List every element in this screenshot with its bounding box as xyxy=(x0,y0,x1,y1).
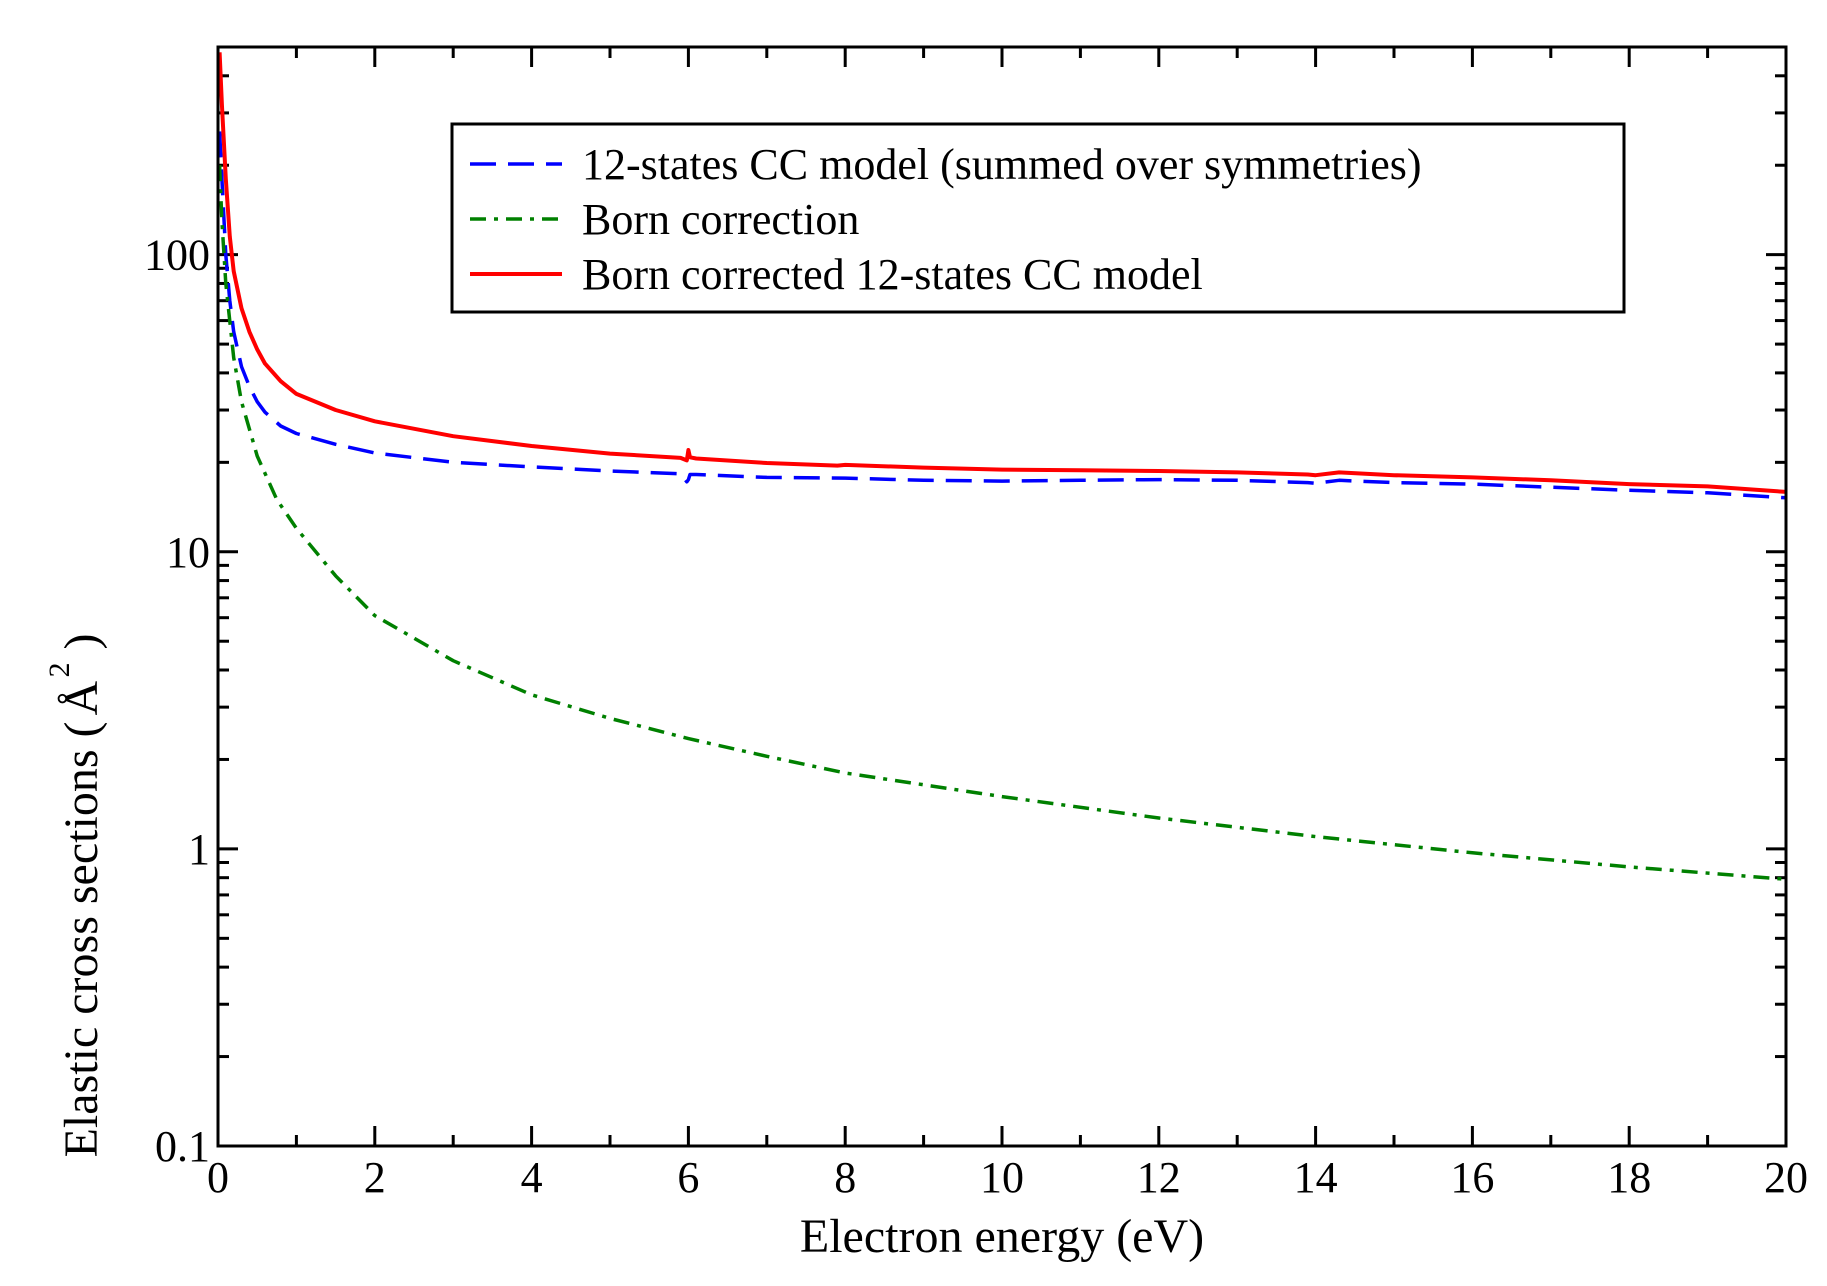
y-axis-title-superscript: 2 xyxy=(43,663,76,678)
y-axis-title-unit: Å xyxy=(55,681,108,716)
x-tick-label: 14 xyxy=(1294,1153,1338,1202)
series-line-1 xyxy=(218,131,1786,500)
x-tick-label: 0 xyxy=(207,1153,229,1202)
legend-box xyxy=(450,122,1626,314)
y-tick-label: 0.1 xyxy=(155,1122,210,1171)
y-axis-title: Elastic cross sections ( Å 2 ) xyxy=(43,634,108,1158)
legend: 12-states CC model (summed over symmetri… xyxy=(450,122,1626,314)
x-tick-label: 12 xyxy=(1137,1153,1181,1202)
y-axis-title-main: Elastic cross sections ( xyxy=(55,722,108,1158)
x-tick-label: 4 xyxy=(521,1153,543,1202)
x-tick-label: 20 xyxy=(1764,1153,1808,1202)
y-axis-title-close: ) xyxy=(55,634,108,650)
x-tick-label: 6 xyxy=(677,1153,699,1202)
legend-label-3: Born corrected 12-states CC model xyxy=(582,250,1203,299)
x-axis-title: Electron energy (eV) xyxy=(800,1210,1204,1263)
y-tick-label: 10 xyxy=(166,528,210,577)
legend-label-2: Born correction xyxy=(582,195,859,244)
plot-frame xyxy=(216,45,1788,1148)
x-tick-label: 10 xyxy=(980,1153,1024,1202)
series-lines xyxy=(218,52,1786,882)
y-tick-label: 100 xyxy=(144,231,210,280)
x-tick-label: 8 xyxy=(834,1153,856,1202)
series-line-3 xyxy=(218,52,1786,494)
series-line-2 xyxy=(218,165,1786,882)
tick-labels: 0 2 4 6 8 10 12 14 16 18 20 0.1 1 10 100 xyxy=(144,231,1808,1202)
x-tick-label: 2 xyxy=(364,1153,386,1202)
x-tick-label: 16 xyxy=(1450,1153,1494,1202)
y-tick-label: 1 xyxy=(188,825,210,874)
legend-label-1: 12-states CC model (summed over symmetri… xyxy=(582,140,1422,189)
axis-ticks xyxy=(216,45,1788,1148)
x-tick-label: 18 xyxy=(1607,1153,1651,1202)
